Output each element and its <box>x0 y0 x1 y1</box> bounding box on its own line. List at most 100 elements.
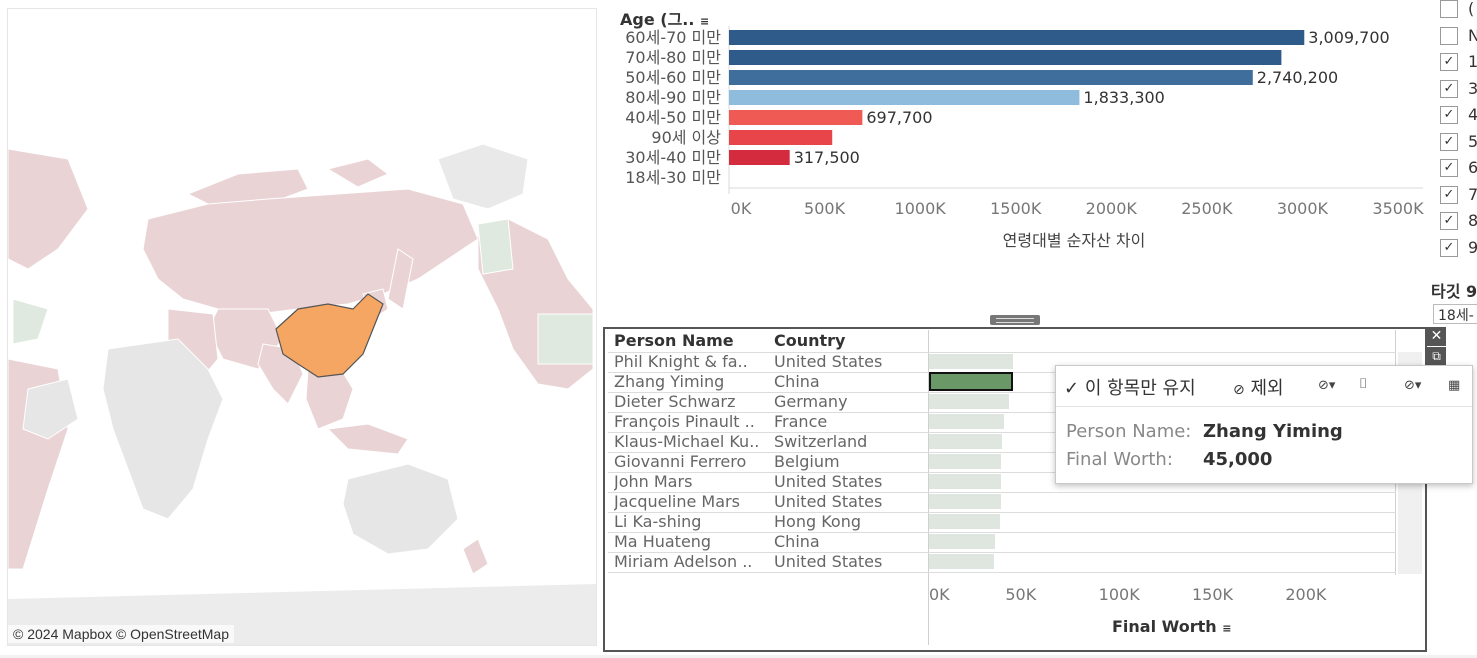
person-name-cell[interactable]: François Pinault .. <box>614 412 755 431</box>
country-cell[interactable]: Switzerland <box>774 432 868 451</box>
final-worth-bar[interactable] <box>929 534 995 549</box>
final-worth-axis-text: Final Worth <box>1112 617 1217 636</box>
person-name-cell[interactable]: Zhang Yiming <box>614 372 725 391</box>
age-category-label[interactable]: 60세-70 미만 <box>625 28 721 47</box>
row-divider <box>608 352 1396 353</box>
person-name-cell[interactable]: John Mars <box>614 472 693 491</box>
highlight-icon[interactable]: ⌷ <box>1359 376 1368 392</box>
final-worth-bar[interactable] <box>929 494 1001 509</box>
table-row[interactable]: François Pinault .. France <box>608 412 1396 432</box>
age-bar[interactable] <box>729 90 1080 105</box>
table-row[interactable]: Klaus-Michael Ku.. Switzerland <box>608 432 1396 452</box>
final-worth-bar[interactable] <box>929 394 1010 409</box>
age-category-label[interactable]: 40세-50 미만 <box>625 108 721 127</box>
filter-item-label: 6 <box>1468 158 1477 177</box>
age-category-label[interactable]: 30세-40 미만 <box>625 148 721 167</box>
age-filter-list[interactable]: (N ✓ 1 ✓ 3 ✓ 4 ✓ 5 ✓ 6 ✓ 7 ✓ 8 ✓ 9 <box>1438 0 1477 270</box>
map-view[interactable]: © 2024 Mapbox © OpenStreetMap <box>7 8 597 646</box>
person-name-cell[interactable]: Giovanni Ferrero <box>614 452 747 471</box>
col-header-country[interactable]: Country <box>774 331 846 350</box>
row-divider <box>608 512 1396 513</box>
final-worth-bar[interactable] <box>929 514 1000 529</box>
age-bar[interactable] <box>729 110 863 125</box>
final-worth-bar[interactable] <box>929 414 1004 429</box>
age-category-label[interactable]: 70세-80 미만 <box>625 48 721 67</box>
table-row[interactable]: John Mars United States <box>608 472 1396 492</box>
final-worth-bar[interactable] <box>929 454 1001 469</box>
table-row[interactable]: Ma Huateng China <box>608 532 1396 552</box>
filter-checkbox[interactable]: ✓ <box>1440 212 1458 230</box>
person-name-cell[interactable]: Li Ka-shing <box>614 512 702 531</box>
set-icon[interactable]: ⊘▾ <box>1404 378 1422 393</box>
country-cell[interactable]: Belgium <box>774 452 840 471</box>
table-row[interactable]: Miriam Adelson .. United States <box>608 552 1396 572</box>
row-divider <box>608 432 1396 433</box>
group-members-icon[interactable]: ⊘▾ <box>1318 378 1336 393</box>
filter-checkbox[interactable] <box>1440 0 1458 18</box>
filter-checkbox[interactable]: ✓ <box>1440 185 1458 204</box>
table-row[interactable]: Dieter Schwarz Germany <box>608 392 1396 412</box>
country-cell[interactable]: Germany <box>774 392 848 411</box>
age-category-label[interactable]: 80세-90 미만 <box>625 88 721 107</box>
filter-checkbox[interactable]: ✓ <box>1440 106 1458 124</box>
col-header-person[interactable]: Person Name <box>614 331 734 350</box>
age-bar[interactable] <box>729 130 833 145</box>
table-row[interactable]: Phil Knight & fa.. United States <box>608 352 1396 372</box>
age-chart-header[interactable]: Age (그.. ≡ <box>620 6 709 30</box>
pane-splitter-handle[interactable] <box>990 315 1040 325</box>
filter-checkbox[interactable]: ✓ <box>1440 132 1458 151</box>
age-category-label[interactable]: 90세 이상 <box>651 128 721 147</box>
filter-checkbox[interactable] <box>1440 26 1458 45</box>
close-icon[interactable]: ✕ <box>1427 327 1446 346</box>
final-worth-bar[interactable] <box>929 474 1001 489</box>
final-worth-bar[interactable] <box>929 372 1013 391</box>
country-cell[interactable]: Hong Kong <box>774 512 861 531</box>
sort-icon[interactable]: ≡ <box>1222 622 1232 635</box>
exclude-button[interactable]: ⊘ 제외 <box>1233 374 1284 400</box>
filter-checkbox[interactable]: ✓ <box>1440 159 1458 177</box>
sort-icon[interactable]: ≡ <box>700 15 710 28</box>
country-cell[interactable]: United States <box>774 472 883 491</box>
popout-icon[interactable]: ⧉ <box>1427 347 1446 366</box>
target-select[interactable]: 18세- <box>1433 304 1477 324</box>
person-name-cell[interactable]: Miriam Adelson .. <box>614 552 753 571</box>
row-divider <box>608 572 1396 573</box>
country-cell[interactable]: China <box>774 532 820 551</box>
age-bar[interactable] <box>729 30 1305 45</box>
final-worth-bar[interactable] <box>929 554 995 569</box>
country-cell[interactable]: France <box>774 412 828 431</box>
age-category-label[interactable]: 50세-60 미만 <box>625 68 721 87</box>
age-category-label[interactable]: 18세-30 미만 <box>625 168 721 187</box>
age-bar[interactable] <box>729 70 1253 85</box>
world-map[interactable] <box>8 9 597 646</box>
filter-checkbox[interactable]: ✓ <box>1440 238 1458 257</box>
age-bar[interactable] <box>729 50 1282 65</box>
person-name-cell[interactable]: Ma Huateng <box>614 532 712 551</box>
country-cell[interactable]: United States <box>774 552 883 571</box>
person-name-cell[interactable]: Dieter Schwarz <box>614 392 736 411</box>
table-row[interactable]: Li Ka-shing Hong Kong <box>608 512 1396 532</box>
person-name-cell[interactable]: Jacqueline Mars <box>614 492 740 511</box>
filter-item-label: 5 <box>1468 131 1477 151</box>
tooltip-person-value: Zhang Yiming <box>1203 421 1343 442</box>
view-data-icon[interactable]: ▦ <box>1448 378 1461 393</box>
keep-only-button[interactable]: ✓ 이 항목만 유지 <box>1064 374 1196 400</box>
filter-checkbox[interactable]: ✓ <box>1440 79 1458 98</box>
age-bar[interactable] <box>729 150 790 165</box>
filter-item-label: 8 <box>1468 211 1477 230</box>
final-worth-axis-label[interactable]: Final Worth ≡ <box>1112 617 1231 636</box>
country-cell[interactable]: United States <box>774 352 883 371</box>
person-name-cell[interactable]: Phil Knight & fa.. <box>614 352 748 371</box>
tooltip-worth-value: 45,000 <box>1203 449 1273 470</box>
age-axis-tick: 3500K <box>1372 199 1424 218</box>
person-name-cell[interactable]: Klaus-Michael Ku.. <box>614 432 760 451</box>
table-row[interactable]: Giovanni Ferrero Belgium <box>608 452 1396 472</box>
country-cell[interactable]: United States <box>774 492 883 511</box>
country-cell[interactable]: China <box>774 372 820 391</box>
final-worth-bar[interactable] <box>929 434 1002 449</box>
table-row[interactable]: Jacqueline Mars United States <box>608 492 1396 512</box>
final-worth-bar[interactable] <box>929 354 1013 369</box>
table-row[interactable]: Zhang Yiming China <box>608 372 1396 392</box>
filter-checkbox[interactable]: ✓ <box>1440 53 1458 71</box>
